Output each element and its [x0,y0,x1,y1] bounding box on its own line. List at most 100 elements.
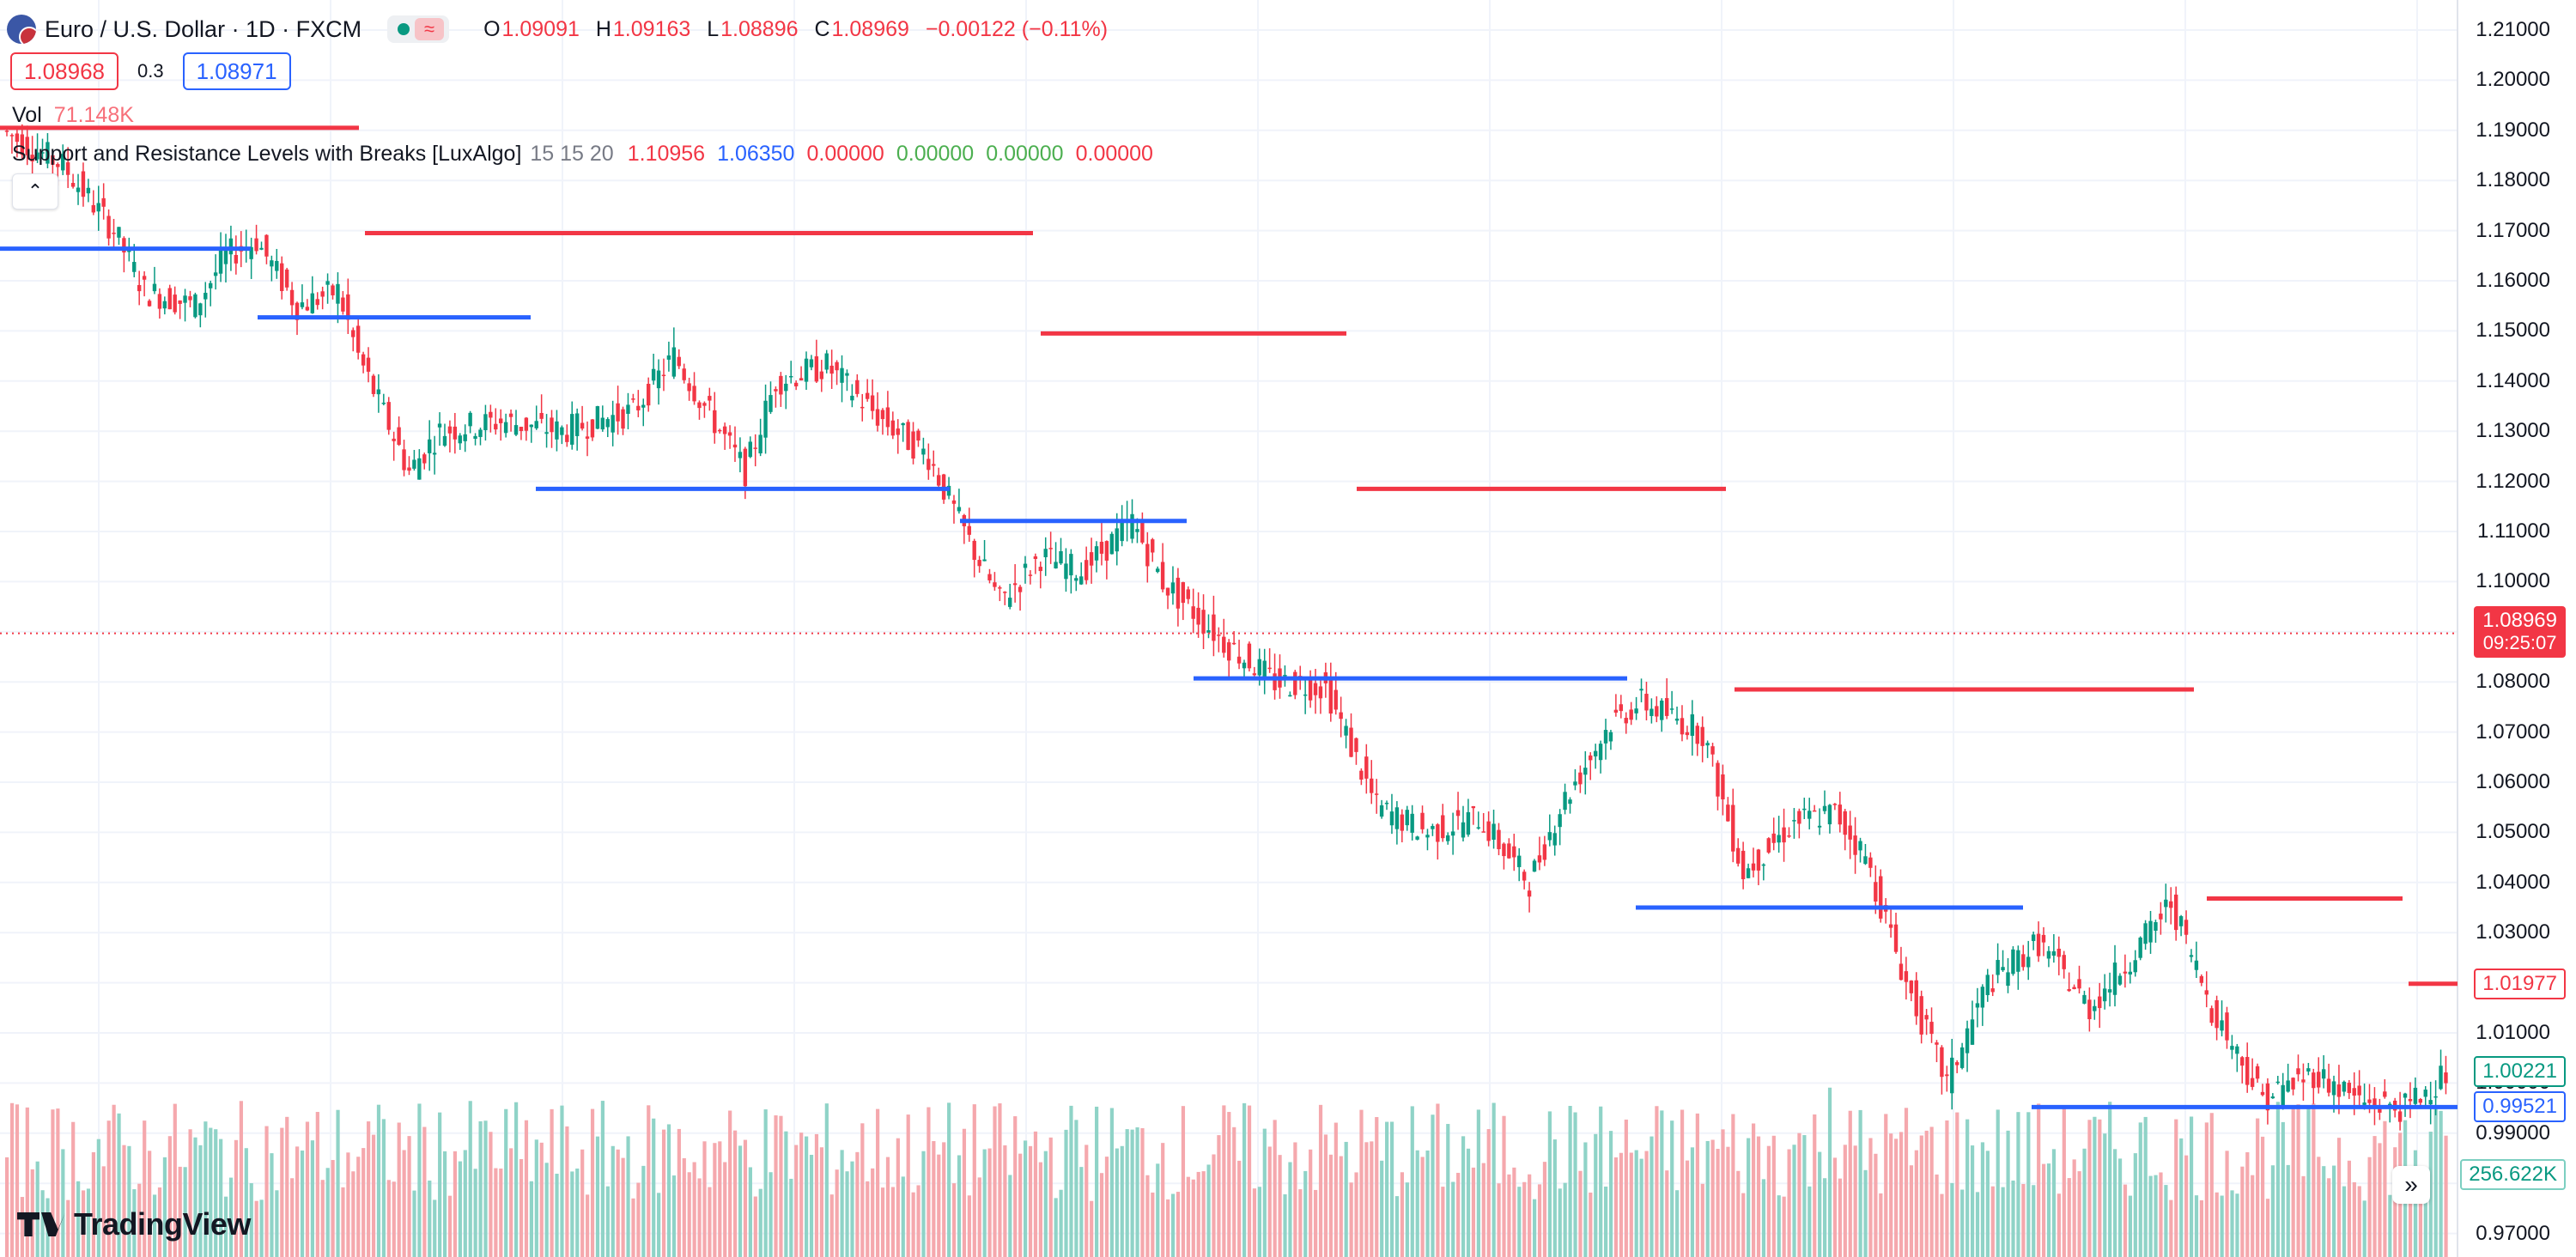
candle-body [574,413,580,436]
volume-bar [2051,1149,2057,1257]
volume-bar [397,1122,401,1257]
candle-body [1313,683,1318,695]
volume-bar [1278,1155,1282,1257]
volume-bar [1818,1151,1822,1257]
candle-body [570,414,574,445]
candle-body [2286,1080,2290,1092]
candle-body [921,448,926,455]
candle-body [437,423,442,428]
volume-bar [753,1196,757,1257]
volume-bar [2312,1103,2316,1257]
market-status[interactable]: ≈ [387,15,450,43]
volume-bar [381,1119,386,1257]
volume-bar [2148,1175,2153,1257]
chevron-up-icon: ⌃ [27,180,44,202]
candle-body [1613,709,1619,713]
sell-button[interactable]: 1.08968 [10,52,118,90]
candle-body [835,361,839,371]
volume-bar [1262,1128,1267,1257]
candle-body [2215,999,2219,1029]
buy-button[interactable]: 1.08971 [182,52,291,90]
volume-legend[interactable]: Vol 71.148K [12,103,134,128]
volume-bar [509,1148,513,1257]
volume-bar [896,1138,900,1257]
candle-body [860,406,865,409]
volume-bar [2057,1193,2061,1257]
candle-body [2154,922,2158,932]
volume-bar [112,1104,116,1257]
candle-body [2051,950,2057,956]
candle-body [2046,950,2051,959]
candle-body [1945,1074,1949,1077]
candle-body [595,406,600,429]
candle-body [529,424,533,428]
low-value: 1.08896 [720,16,799,41]
candle-body [1151,539,1155,553]
candle-body [1680,718,1685,735]
candle-body [453,426,458,440]
candle-body [1904,971,1909,982]
candle-body [743,448,748,487]
volume-bar [1420,1157,1425,1257]
candle-body [2418,1099,2423,1103]
candle-body [1410,813,1414,833]
candle-body [550,417,554,433]
volume-bar [1323,1134,1328,1257]
candle-body [2260,1091,2265,1096]
candle-body [2357,1085,2361,1096]
symbol-title[interactable]: Euro / U.S. Dollar · 1D · FXCM [45,15,362,42]
candle-body [463,434,467,441]
volume-bar [56,1108,60,1257]
candle-body [2133,960,2137,973]
candle-body [183,295,187,303]
scroll-to-realtime-button[interactable]: » [2392,1166,2430,1204]
indicator-value-support: 1.06350 [717,142,795,166]
candle-body [1354,738,1358,752]
volume-bar [885,1157,890,1257]
candle-body [855,380,860,394]
candle-body [218,250,223,274]
volume-bar [692,1162,696,1257]
volume-bar [2087,1120,2092,1257]
candle-body [2189,955,2194,957]
price-axis-tick: 1.04000 [2476,870,2550,894]
volume-bar [489,1132,493,1257]
volume-bar [1257,1187,1261,1257]
indicator-legend[interactable]: Support and Resistance Levels with Break… [12,142,1165,167]
volume-bar [911,1192,915,1257]
candle-body [254,238,258,252]
candle-body [1827,805,1832,825]
collapse-legend-button[interactable]: ⌃ [12,173,58,210]
volume-bar [86,1188,91,1257]
candle-body [611,415,615,433]
candle-body [1201,610,1206,634]
candle-body [351,330,355,337]
candle-body [1048,548,1053,550]
candle-body [1542,844,1547,860]
candle-body [936,475,941,486]
volume-bar [2220,1195,2224,1257]
candle-body [1104,541,1109,561]
volume-bar [331,1160,335,1257]
price-axis-tick: 1.16000 [2476,269,2550,292]
candle-body [2199,975,2204,983]
volume-bar [15,1104,20,1257]
volume-bar [1721,1129,1725,1257]
candle-body [1196,607,1200,625]
tradingview-logo[interactable]: TradingView [17,1206,251,1242]
volume-bar [137,1183,142,1257]
volume-bar [937,1154,941,1257]
volume-bar [1685,1160,1690,1257]
volume-bar [1298,1189,1303,1257]
open-value: 1.09091 [501,16,580,41]
symbol-legend[interactable]: Euro / U.S. Dollar · 1D · FXCM ≈ O1.0909… [7,12,1118,46]
candle-body [1252,673,1257,676]
volume-bar [866,1181,870,1257]
volume-bar [1670,1120,1674,1257]
candle-body [534,421,538,428]
volume-bar [1695,1113,1699,1257]
resistance-price-tag: 1.01977 [2474,968,2566,999]
candle-body [779,375,783,395]
volume-bar [1792,1145,1796,1257]
